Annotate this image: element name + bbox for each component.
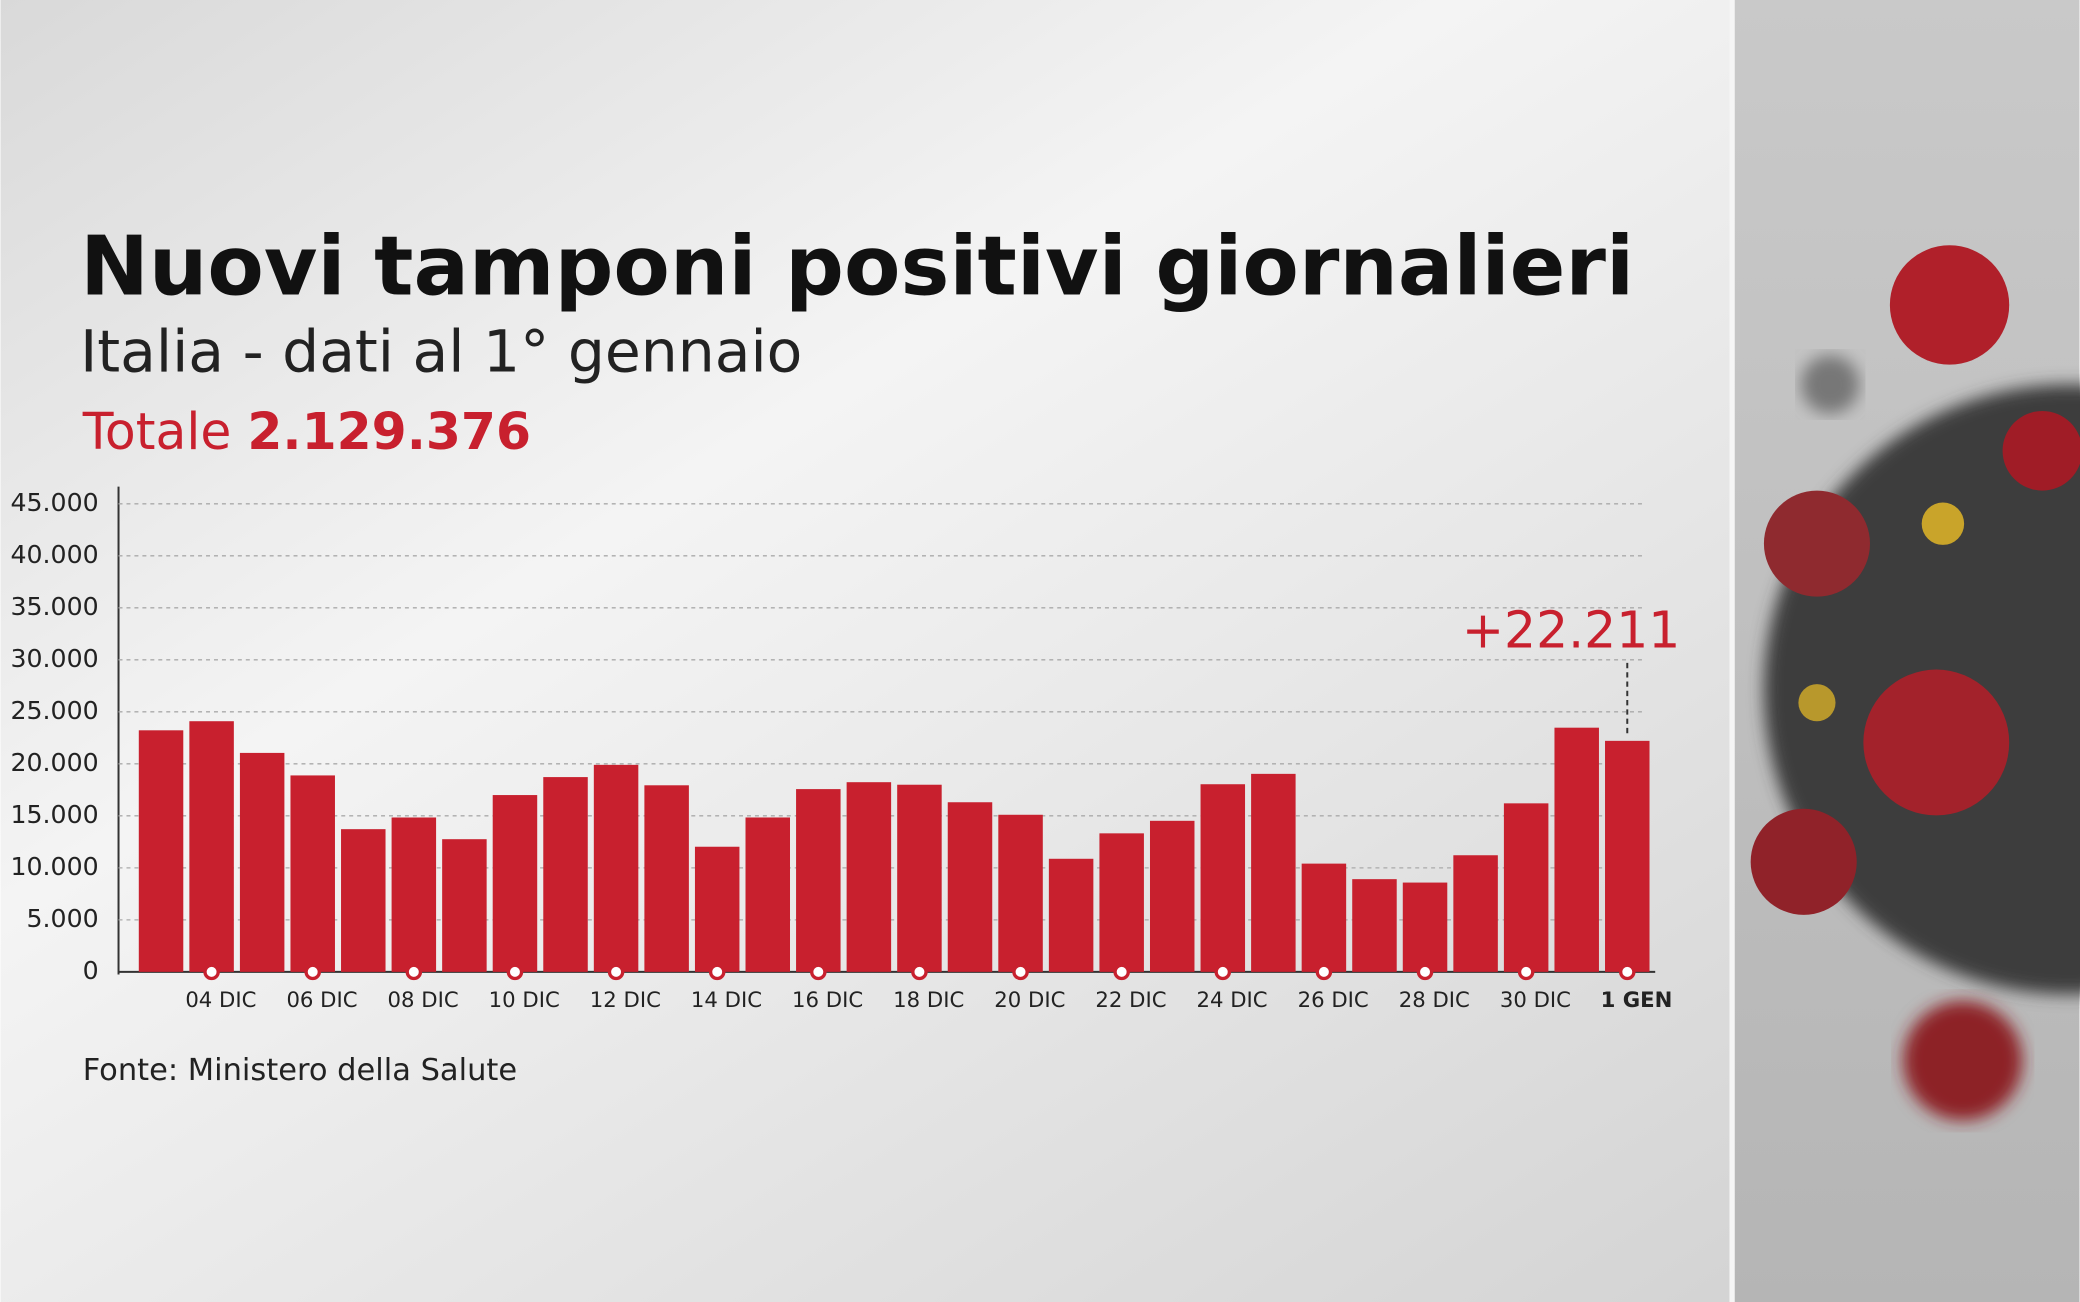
tick-dot <box>708 963 726 981</box>
tick-dot <box>203 963 220 981</box>
bar <box>1554 727 1599 972</box>
bar <box>1301 863 1347 972</box>
bar <box>998 814 1043 972</box>
bar <box>290 775 335 972</box>
x-tick-label: 30 DIC <box>1500 988 1571 1013</box>
bar <box>593 764 639 972</box>
x-tick-label: 04 DIC <box>185 988 256 1013</box>
bar <box>543 777 588 972</box>
y-tick-label: 10.000 <box>10 852 98 881</box>
y-tick-label: 40.000 <box>10 540 98 569</box>
x-tick-label: 24 DIC <box>1197 988 1268 1013</box>
tick-dot <box>810 963 827 981</box>
x-tick-label: 18 DIC <box>893 988 964 1013</box>
tick-dot <box>405 963 423 981</box>
bar <box>138 730 184 972</box>
virus-illustration <box>1750 245 2080 1121</box>
x-tick-label: 1 GEN <box>1601 988 1673 1013</box>
annotation: +22.211 <box>1462 600 1680 659</box>
bar <box>442 839 487 972</box>
chart-subtitle: Italia - dati al 1° gennaio <box>80 317 802 385</box>
y-tick-label: 35.000 <box>10 592 98 621</box>
x-tick-label: 10 DIC <box>489 988 560 1013</box>
tick-dot <box>304 963 322 981</box>
x-tick-label: 12 DIC <box>590 988 661 1013</box>
y-tick-label: 30.000 <box>10 644 98 673</box>
tick-dot <box>1517 963 1535 981</box>
x-tick-label: 08 DIC <box>388 988 459 1013</box>
bar <box>694 846 740 972</box>
x-tick-label: 06 DIC <box>286 988 357 1013</box>
tick-dot <box>506 963 524 981</box>
bar <box>796 789 841 972</box>
y-tick-label: 45.000 <box>10 488 98 517</box>
source: Fonte: Ministero della Salute <box>83 1053 517 1088</box>
bar <box>1200 784 1246 972</box>
bar <box>391 817 437 972</box>
tick-dot <box>1113 963 1130 981</box>
x-tick-label: 20 DIC <box>994 988 1065 1013</box>
bar <box>1048 858 1094 972</box>
y-tick-label: 5.000 <box>27 904 99 933</box>
tick-dot <box>1214 963 1232 981</box>
bar <box>341 829 386 972</box>
bar <box>1605 740 1650 972</box>
y-tick-label: 15.000 <box>10 800 98 829</box>
bar <box>947 802 993 972</box>
bar <box>1251 773 1296 972</box>
bar <box>189 721 234 972</box>
y-tick-label: 20.000 <box>10 748 98 777</box>
tick-dot <box>1315 963 1333 981</box>
tick-dot <box>911 963 928 981</box>
x-tick-label: 22 DIC <box>1095 988 1166 1013</box>
bar <box>1402 882 1448 972</box>
bar <box>1352 879 1397 972</box>
bar <box>897 784 942 972</box>
tick-dot <box>1618 963 1636 981</box>
total-value: 2.129.376 <box>247 401 531 460</box>
bar <box>745 817 791 972</box>
y-tick-label: 0 <box>83 956 99 985</box>
tick-dot <box>1416 963 1434 981</box>
chart-title: Nuovi tamponi positivi giornalieri <box>80 219 1634 314</box>
bar <box>1503 803 1549 972</box>
tick-dot <box>607 963 625 981</box>
bar <box>492 795 538 972</box>
x-tick-label: 16 DIC <box>792 988 863 1013</box>
x-tick-label: 26 DIC <box>1298 988 1369 1013</box>
bar <box>846 782 892 972</box>
bar <box>644 785 689 972</box>
y-tick-label: 25.000 <box>10 696 98 725</box>
tick-dot <box>1012 963 1029 981</box>
bar <box>1149 820 1195 972</box>
total-line: Totale 2.129.376 <box>82 401 531 460</box>
x-tick-label: 28 DIC <box>1399 988 1470 1013</box>
x-tick-label: 14 DIC <box>691 988 762 1013</box>
bar <box>239 752 285 972</box>
total-label: Totale <box>82 401 232 460</box>
bar <box>1453 855 1498 972</box>
bar <box>1099 833 1144 972</box>
